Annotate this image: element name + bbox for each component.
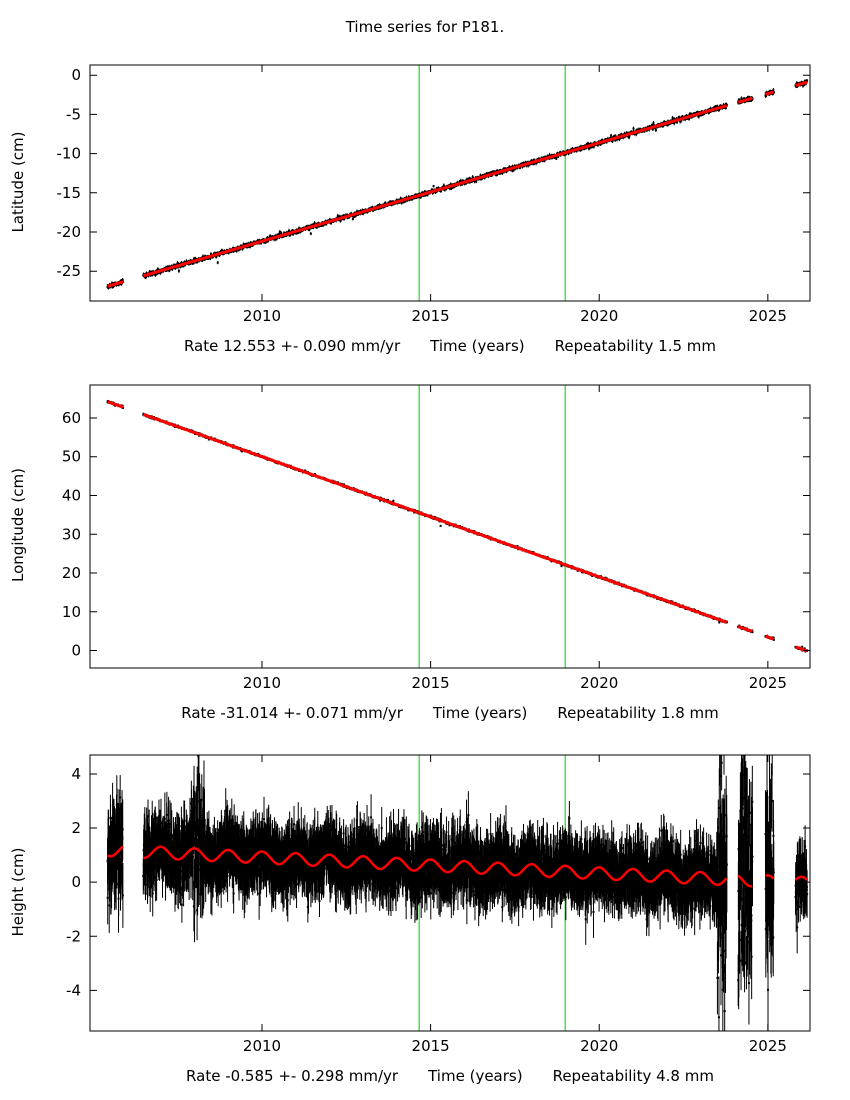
rate-label: Rate -0.585 +- 0.298 mm/yr bbox=[186, 1067, 399, 1085]
y-axis-label-latitude: Latitude (cm) bbox=[9, 131, 27, 233]
rate-label: Rate 12.553 +- 0.090 mm/yr bbox=[183, 337, 401, 355]
caption-height: Rate -0.585 +- 0.298 mm/yr Time (years) … bbox=[65, 1067, 835, 1085]
y-axis-label-longitude: Longitude (cm) bbox=[9, 468, 27, 582]
x-axis-label: Time (years) bbox=[432, 704, 528, 722]
x-axis-label: Time (years) bbox=[428, 1067, 523, 1085]
repeatability-label: Repeatability 1.5 mm bbox=[554, 337, 717, 355]
y-axis-label-height: Height (cm) bbox=[9, 847, 27, 937]
rate-label: Rate -31.014 +- 0.071 mm/yr bbox=[181, 704, 403, 722]
caption-latitude: Rate 12.553 +- 0.090 mm/yr Time (years) … bbox=[65, 337, 835, 355]
caption-longitude: Rate -31.014 +- 0.071 mm/yr Time (years)… bbox=[65, 704, 835, 722]
x-axis-label: Time (years) bbox=[430, 337, 525, 355]
chart-title: Time series for P181. bbox=[345, 18, 505, 36]
repeatability-label: Repeatability 1.8 mm bbox=[557, 704, 719, 722]
repeatability-label: Repeatability 4.8 mm bbox=[552, 1067, 714, 1085]
